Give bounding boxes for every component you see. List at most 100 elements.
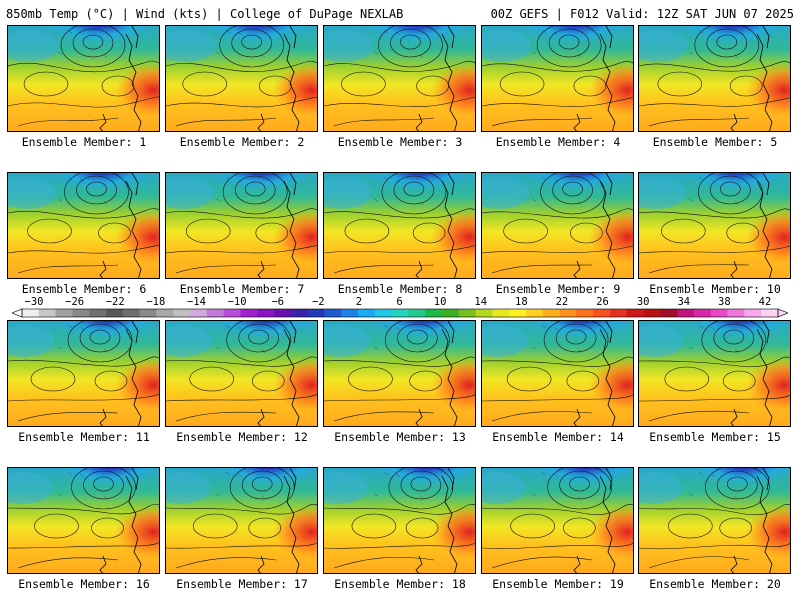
- colorbar-swatch: [576, 309, 594, 317]
- ensemble-member-label: Ensemble Member: 20: [649, 577, 781, 591]
- colorbar-swatch: [559, 309, 577, 317]
- ensemble-member-label: Ensemble Member: 5: [652, 135, 778, 149]
- ensemble-member-label: Ensemble Member: 11: [18, 430, 150, 444]
- ensemble-member-label: Ensemble Member: 1: [21, 135, 147, 149]
- colorbar-tick-label: 18: [515, 296, 528, 308]
- ensemble-member-label: Ensemble Member: 17: [176, 577, 308, 591]
- colorbar-tick-label: −14: [186, 296, 206, 308]
- colorbar-swatch: [290, 309, 308, 317]
- ensemble-member-map: [481, 467, 634, 574]
- ensemble-member-map: [323, 320, 476, 427]
- ensemble-member-label: Ensemble Member: 6: [21, 282, 147, 296]
- ensemble-member-map: [638, 25, 791, 132]
- colorbar-swatch: [425, 309, 443, 317]
- ensemble-member-map: [7, 172, 160, 279]
- colorbar-swatch: [458, 309, 476, 317]
- colorbar-swatch: [475, 309, 493, 317]
- colorbar-swatch: [173, 309, 191, 317]
- colorbar-swatch: [643, 309, 661, 317]
- colorbar-swatch: [526, 309, 544, 317]
- colorbar-swatch: [610, 309, 628, 317]
- ensemble-member-label: Ensemble Member: 8: [337, 282, 463, 296]
- colorbar-tick-labels: −30 −26 −22 −18 −14 −10 −6 −2 2 6 10 14 18 22 26 30 34 38…: [0, 296, 800, 308]
- colorbar-tick-label: −18: [146, 296, 166, 308]
- colorbar-tick-label: 38: [718, 296, 731, 308]
- ensemble-member-map: [323, 172, 476, 279]
- colorbar-tick-label: −2: [311, 296, 325, 308]
- ensemble-member-label: Ensemble Member: 7: [179, 282, 305, 296]
- colorbar-swatch: [206, 309, 224, 317]
- colorbar-swatch: [307, 309, 325, 317]
- colorbar-swatch: [38, 309, 56, 317]
- ensemble-member-map: [323, 467, 476, 574]
- colorbar-swatch: [710, 309, 728, 317]
- colorbar-swatch: [358, 309, 376, 317]
- colorbar-swatch: [122, 309, 140, 317]
- colorbar-swatch: [391, 309, 409, 317]
- ensemble-member-label: Ensemble Member: 2: [179, 135, 305, 149]
- colorbar-swatch: [492, 309, 510, 317]
- colorbar-tick-label: 30: [636, 296, 650, 308]
- colorbar-swatch: [341, 309, 359, 317]
- colorbar-swatch: [55, 309, 73, 317]
- colorbar-tick-label: 26: [596, 296, 609, 308]
- ensemble-member-label: Ensemble Member: 12: [176, 430, 308, 444]
- ensemble-member-label: Ensemble Member: 10: [649, 282, 781, 296]
- colorbar-max-arrow: [777, 308, 788, 318]
- colorbar-tick-label: −6: [271, 296, 284, 308]
- colorbar-swatch: [694, 309, 712, 317]
- colorbar-tick-label: −10: [227, 296, 247, 308]
- colorbar-swatch: [542, 309, 560, 317]
- ensemble-member-map: [481, 25, 634, 132]
- valid-time-label: 00Z GEFS | F012 Valid: 12Z SAT JUN 07 20…: [490, 7, 794, 21]
- ensemble-member-map: [165, 467, 318, 574]
- temperature-colorbar: [12, 308, 788, 318]
- ensemble-member-label: Ensemble Member: 13: [334, 430, 466, 444]
- colorbar-tick-label: 6: [396, 296, 403, 308]
- ensemble-member-map: [481, 172, 634, 279]
- colorbar-min-arrow: [12, 308, 23, 318]
- colorbar-tick-label: 34: [677, 296, 691, 308]
- ensemble-member-map: [165, 25, 318, 132]
- colorbar-tick-label: 2: [355, 296, 363, 308]
- ensemble-member-map: [165, 320, 318, 427]
- ensemble-member-label: Ensemble Member: 14: [492, 430, 624, 444]
- ensemble-member-label: Ensemble Member: 18: [334, 577, 466, 591]
- colorbar-tick-label: 14: [474, 296, 488, 308]
- ensemble-member-label: Ensemble Member: 19: [492, 577, 624, 591]
- ensemble-member-label: Ensemble Member: 4: [495, 135, 621, 149]
- ensemble-member-map: [7, 25, 160, 132]
- colorbar-swatch: [677, 309, 695, 317]
- ensemble-member-map: [638, 172, 791, 279]
- colorbar-tick-label: −30: [24, 296, 44, 308]
- colorbar-tick-label: −22: [105, 296, 125, 308]
- colorbar-tick-label: 42: [758, 296, 772, 308]
- colorbar-swatch: [727, 309, 745, 317]
- colorbar-swatch: [324, 309, 342, 317]
- colorbar-swatch: [139, 309, 157, 317]
- colorbar-swatch: [626, 309, 644, 317]
- colorbar-swatch: [106, 309, 124, 317]
- colorbar-tick-label: −26: [65, 296, 85, 308]
- colorbar-swatch: [744, 309, 762, 317]
- ensemble-member-map: [323, 25, 476, 132]
- ensemble-member-map: [7, 467, 160, 574]
- ensemble-member-map: [7, 320, 160, 427]
- colorbar-swatch: [257, 309, 275, 317]
- colorbar-tick-label: 22: [555, 296, 569, 308]
- colorbar-swatch: [442, 309, 460, 317]
- ensemble-member-map: [165, 172, 318, 279]
- ensemble-member-label: Ensemble Member: 9: [495, 282, 621, 296]
- ensemble-member-map: [638, 320, 791, 427]
- colorbar-swatch: [274, 309, 292, 317]
- ensemble-member-label: Ensemble Member: 16: [18, 577, 150, 591]
- ensemble-member-label: Ensemble Member: 15: [649, 430, 781, 444]
- colorbar-tick-label: 10: [433, 296, 447, 308]
- colorbar-swatch: [240, 309, 258, 317]
- colorbar-swatch: [660, 309, 678, 317]
- ensemble-member-label: Ensemble Member: 3: [337, 135, 463, 149]
- colorbar-swatch: [72, 309, 90, 317]
- colorbar-swatch: [408, 309, 426, 317]
- map-title: 850mb Temp (°C) | Wind (kts) | College o…: [6, 7, 404, 21]
